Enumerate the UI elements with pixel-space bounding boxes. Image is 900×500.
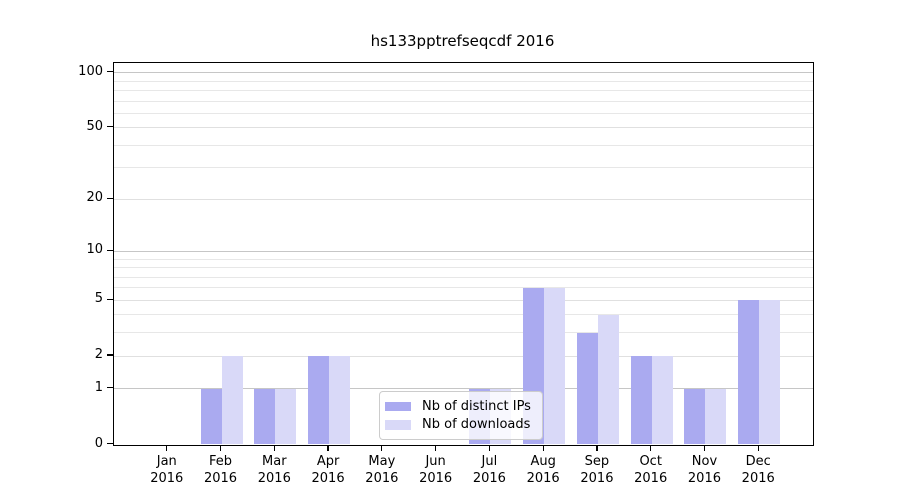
xtick-jul-2016 xyxy=(488,444,490,451)
xtick-label-feb-2016: Feb 2016 xyxy=(203,453,238,486)
ytick-5 xyxy=(106,298,113,300)
bar-ips-dec-2016 xyxy=(738,300,760,445)
xtick-feb-2016 xyxy=(219,444,222,451)
gridline-minor-3 xyxy=(114,332,813,334)
legend-item-distinct-ips: Nb of distinct IPs xyxy=(385,397,535,416)
xtick-label-sep-2016: Sep 2016 xyxy=(580,453,614,486)
xtick-label-jun-2016: Jun 2016 xyxy=(419,453,453,486)
bar-downloads-nov-2016 xyxy=(705,388,727,445)
ytick-20 xyxy=(106,197,113,199)
bar-ips-oct-2016 xyxy=(630,356,652,445)
bar-ips-nov-2016 xyxy=(684,388,706,445)
xtick-jun-2016 xyxy=(435,444,437,451)
gridline-minor-4 xyxy=(114,314,813,316)
gridline-20 xyxy=(114,198,813,200)
gridline-minor-8 xyxy=(114,267,813,268)
gridline-minor-7 xyxy=(114,276,813,278)
ytick-label-5: 5 xyxy=(94,291,103,307)
xtick-sep-2016 xyxy=(596,444,598,451)
gridline-minor-40 xyxy=(114,144,813,146)
gridline-10 xyxy=(114,250,813,252)
gridline-2 xyxy=(114,355,813,357)
ytick-label-1: 1 xyxy=(94,379,103,395)
xtick-nov-2016 xyxy=(703,444,706,451)
gridline-minor-90 xyxy=(114,80,813,82)
chart-title: hs133pptrefseqcdf 2016 xyxy=(370,32,555,50)
ytick-label-100: 100 xyxy=(78,63,103,79)
gridline-minor-70 xyxy=(114,100,813,102)
xtick-label-mar-2016: Mar 2016 xyxy=(257,453,291,486)
bar-ips-apr-2016 xyxy=(308,356,330,445)
xtick-label-may-2016: May 2016 xyxy=(365,453,399,486)
gridline-50 xyxy=(114,127,813,129)
ytick-0 xyxy=(106,442,113,445)
bar-ips-feb-2016 xyxy=(200,388,222,445)
gridline-minor-30 xyxy=(114,167,813,169)
ytick-2 xyxy=(106,354,113,356)
ytick-100 xyxy=(106,71,113,73)
legend: Nb of distinct IPs Nb of downloads xyxy=(379,391,543,440)
ytick-label-10: 10 xyxy=(86,242,103,258)
bar-ips-sep-2016 xyxy=(576,332,598,445)
bar-downloads-feb-2016 xyxy=(221,356,243,445)
xtick-apr-2016 xyxy=(327,444,329,451)
ytick-label-50: 50 xyxy=(86,118,103,134)
xtick-label-apr-2016: Apr 2016 xyxy=(311,453,345,486)
gridline-1 xyxy=(114,388,813,390)
ytick-label-0: 0 xyxy=(94,435,103,451)
xtick-label-nov-2016: Nov 2016 xyxy=(687,453,721,486)
ytick-50 xyxy=(106,126,113,128)
legend-swatch-distinct-ips xyxy=(385,401,411,411)
bar-downloads-dec-2016 xyxy=(759,300,781,445)
xtick-dec-2016 xyxy=(757,444,759,451)
bar-downloads-aug-2016 xyxy=(544,287,566,445)
bar-downloads-apr-2016 xyxy=(329,356,351,445)
xtick-jan-2016 xyxy=(166,444,168,451)
xtick-aug-2016 xyxy=(542,444,544,451)
gridline-100 xyxy=(114,72,813,74)
xtick-label-dec-2016: Dec 2016 xyxy=(741,453,775,486)
xtick-label-jan-2016: Jan 2016 xyxy=(150,453,184,486)
gridline-minor-9 xyxy=(114,258,813,260)
legend-item-downloads: Nb of downloads xyxy=(385,416,535,435)
bar-downloads-oct-2016 xyxy=(651,356,673,445)
xtick-label-oct-2016: Oct 2016 xyxy=(634,453,668,486)
xtick-may-2016 xyxy=(381,444,383,451)
xtick-label-aug-2016: Aug 2016 xyxy=(526,453,560,486)
legend-swatch-downloads xyxy=(385,420,411,430)
ytick-10 xyxy=(106,249,113,251)
bar-ips-mar-2016 xyxy=(254,388,276,445)
gridline-minor-6 xyxy=(114,287,813,289)
ytick-label-20: 20 xyxy=(86,190,103,206)
plot-area xyxy=(113,62,814,446)
xtick-mar-2016 xyxy=(273,444,275,451)
bar-downloads-mar-2016 xyxy=(275,388,297,445)
gridline-minor-80 xyxy=(114,90,813,92)
gridline-5 xyxy=(114,299,813,301)
legend-label-downloads: Nb of downloads xyxy=(422,417,531,433)
bar-downloads-sep-2016 xyxy=(597,314,619,445)
legend-label-distinct-ips: Nb of distinct IPs xyxy=(422,398,531,414)
gridline-minor-60 xyxy=(114,112,813,114)
xtick-oct-2016 xyxy=(650,444,652,451)
ytick-label-2: 2 xyxy=(94,347,103,362)
ytick-1 xyxy=(106,387,113,389)
xtick-label-jul-2016: Jul 2016 xyxy=(472,453,506,486)
